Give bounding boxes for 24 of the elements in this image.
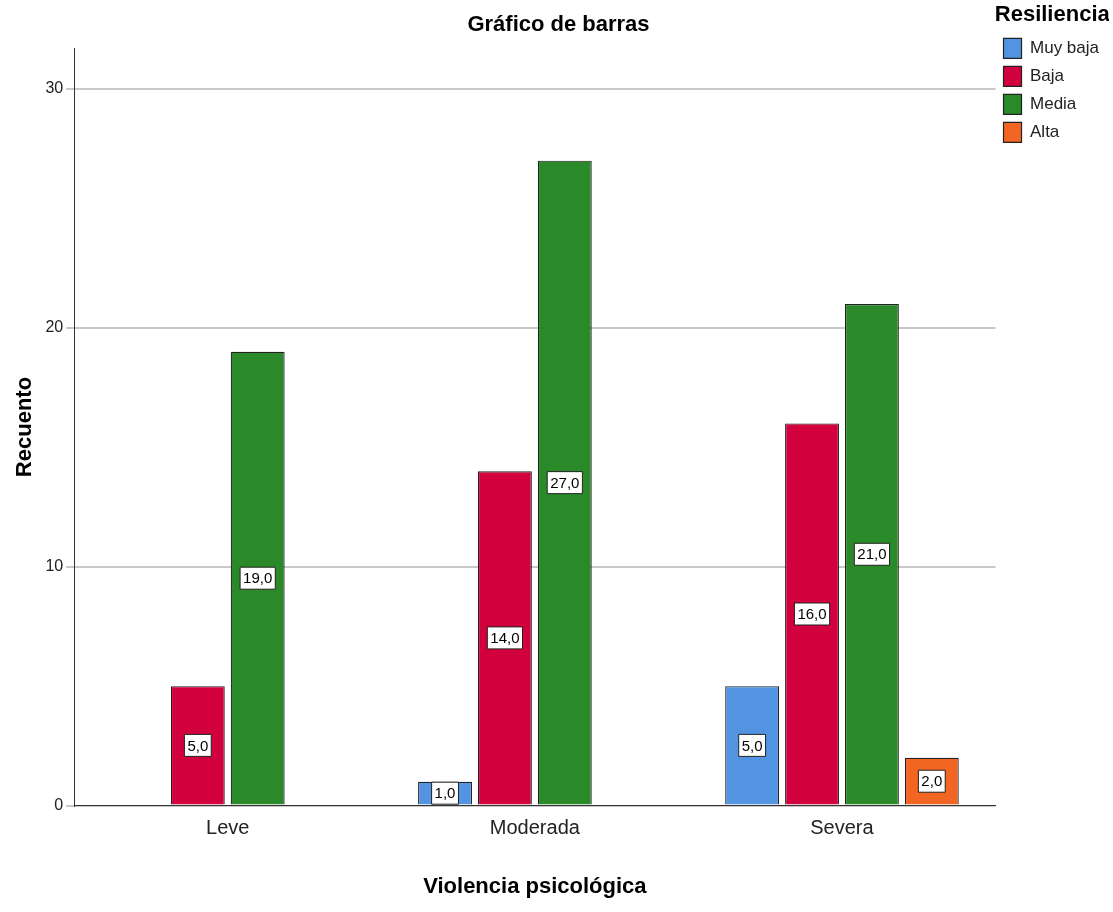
data-label: 5,0 <box>187 736 209 754</box>
legend-label: Baja <box>1030 66 1065 86</box>
y-tick-label: 10 <box>45 557 64 575</box>
legend-label: Alta <box>1030 122 1060 142</box>
data-label: 2,0 <box>921 772 943 790</box>
y-tick-label: 0 <box>54 796 64 814</box>
x-tick-label: Moderada <box>489 816 581 839</box>
x-axis-title: Violencia psicológica <box>423 872 648 898</box>
chart-title: Gráfico de barras <box>467 11 650 37</box>
legend-label: Media <box>1030 94 1077 114</box>
legend-label: Muy baja <box>1030 38 1100 58</box>
data-label: 1,0 <box>434 784 456 802</box>
y-axis-title: Recuento <box>11 376 37 478</box>
data-label: 19,0 <box>243 569 273 587</box>
data-label: 5,0 <box>741 736 763 754</box>
y-tick-label: 30 <box>45 79 64 97</box>
legend-title: Resiliencia <box>994 1 1111 27</box>
data-label: 27,0 <box>550 473 580 491</box>
x-tick-label: Leve <box>206 816 250 839</box>
data-label: 21,0 <box>857 545 887 563</box>
y-tick-label: 20 <box>45 318 64 336</box>
x-tick-label: Severa <box>810 816 875 839</box>
data-label: 14,0 <box>490 629 520 647</box>
data-label: 16,0 <box>797 605 827 623</box>
